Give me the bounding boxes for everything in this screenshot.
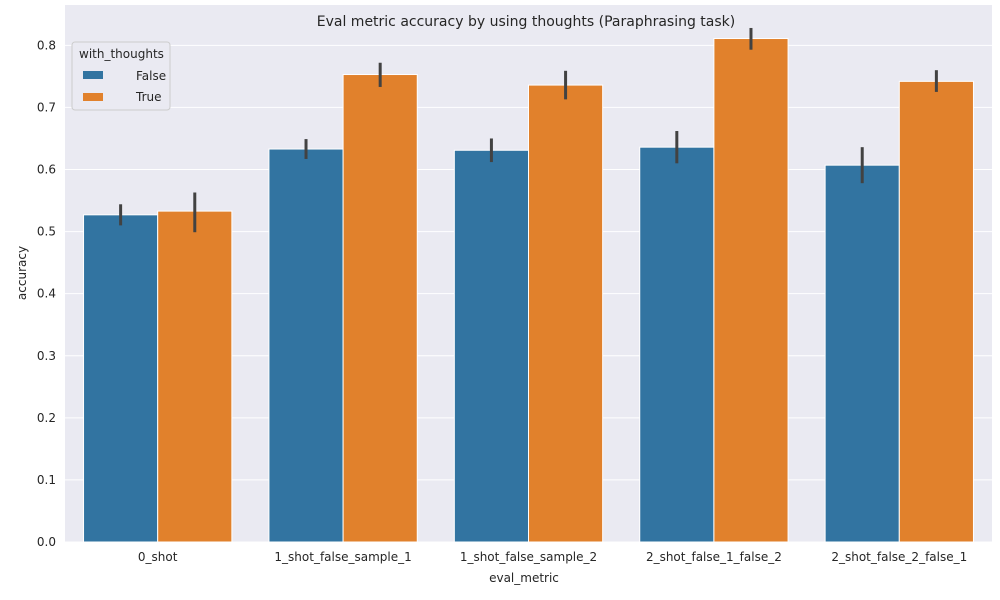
x-tick-labels: 0_shot 1_shot_false_sample_1 1_shot_false_… <box>138 550 967 564</box>
bar-true-2_shot_false_2_false_1 <box>898 80 974 543</box>
y-tick-label: 0.1 <box>37 473 56 487</box>
y-tick-label: 0.6 <box>37 163 56 177</box>
y-tick-label: 0.8 <box>37 38 56 52</box>
x-tick-label: 2_shot_false_2_false_1 <box>831 550 967 564</box>
y-tick-label: 0.0 <box>37 535 56 549</box>
legend-label-true: True <box>135 90 162 104</box>
y-tick-label: 0.7 <box>37 100 56 114</box>
y-tick-label: 0.5 <box>37 225 56 239</box>
y-axis-label: accuracy <box>15 246 29 300</box>
legend-label-false: False <box>136 69 166 83</box>
x-axis-label: eval_metric <box>489 571 559 585</box>
x-tick-label: 2_shot_false_1_false_2 <box>646 550 782 564</box>
x-tick-label: 1_shot_false_sample_2 <box>460 550 597 564</box>
y-tick-label: 0.2 <box>37 411 56 425</box>
x-tick-label: 0_shot <box>138 550 178 564</box>
bar-false-2_shot_false_1_false_2 <box>639 146 715 543</box>
bar-false-0_shot <box>83 214 159 543</box>
legend-swatch-false <box>83 71 103 79</box>
chart-title: Eval metric accuracy by using thoughts (… <box>317 14 736 30</box>
bar-true-0_shot <box>157 210 233 543</box>
legend: with_thoughts False True <box>71 41 171 111</box>
bar-false-1_shot_false_sample_2 <box>453 149 529 543</box>
legend-swatch-true <box>83 93 103 101</box>
legend-title: with_thoughts <box>79 47 164 61</box>
bar-false-2_shot_false_2_false_1 <box>824 164 900 543</box>
x-tick-label: 1_shot_false_sample_1 <box>274 550 411 564</box>
bar-false-1_shot_false_sample_1 <box>268 148 344 543</box>
y-tick-label: 0.4 <box>37 287 56 301</box>
y-tick-label: 0.3 <box>37 349 56 363</box>
bar-true-2_shot_false_1_false_2 <box>713 38 789 543</box>
error-bars <box>119 27 938 233</box>
bar-true-1_shot_false_sample_2 <box>528 84 604 543</box>
bar-true-1_shot_false_sample_1 <box>342 74 418 543</box>
bars <box>83 38 974 543</box>
y-tick-labels: 0.0 0.1 0.2 0.3 0.4 0.5 0.6 0.7 0.8 <box>37 38 56 549</box>
